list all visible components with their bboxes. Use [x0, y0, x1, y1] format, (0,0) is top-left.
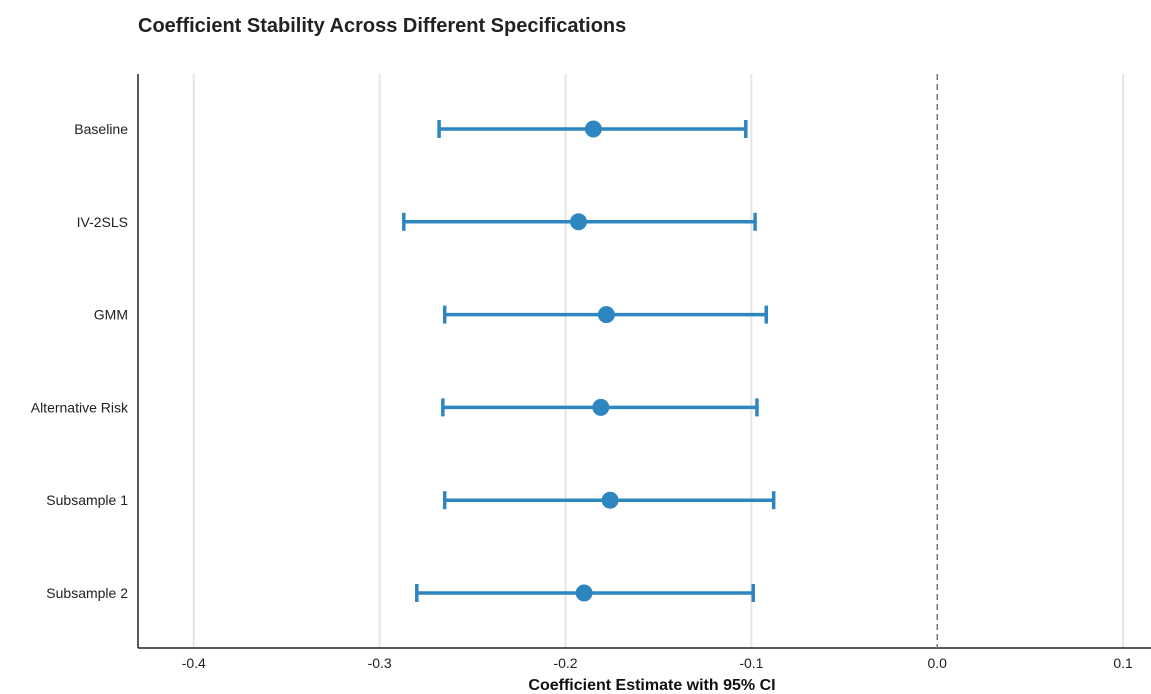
error-bar-row: [402, 212, 757, 231]
grid-lines: [192, 74, 1125, 648]
error-bar-row: [441, 398, 759, 417]
y-tick-label: GMM: [94, 307, 128, 323]
estimate-point: [570, 213, 588, 231]
x-tick-labels: -0.4 -0.3 -0.2 -0.1 0.0 0.1: [182, 655, 1133, 671]
estimate-point: [597, 306, 615, 324]
y-tick-label: IV-2SLS: [77, 214, 128, 230]
y-tick-labels: Baseline IV-2SLS GMM Alternative Risk Subsam…: [31, 121, 129, 601]
estimate-point: [575, 584, 593, 602]
estimate-point: [592, 398, 610, 416]
x-tick-label: -0.4: [182, 655, 206, 671]
error-bar-row: [437, 120, 748, 138]
x-tick-label: 0.0: [928, 655, 948, 671]
error-bar-row: [442, 305, 768, 324]
chart-title: Coefficient Stability Across Different S…: [138, 15, 627, 37]
error-bar-row: [415, 584, 755, 602]
x-tick-label: -0.2: [553, 655, 577, 671]
x-tick-label: 0.1: [1113, 655, 1133, 671]
estimate-point: [584, 120, 602, 138]
error-bar-row: [442, 491, 776, 510]
y-tick-label: Alternative Risk: [31, 399, 129, 415]
y-tick-label: Subsample 2: [46, 585, 128, 601]
estimate-point: [601, 491, 619, 509]
y-tick-label: Baseline: [74, 121, 128, 137]
x-tick-label: -0.1: [739, 655, 763, 671]
error-bars: [402, 120, 776, 602]
x-tick-label: -0.3: [368, 655, 392, 671]
y-tick-label: Subsample 1: [46, 492, 128, 508]
axes: [137, 74, 1151, 649]
x-axis-title: Coefficient Estimate with 95% CI: [528, 677, 775, 694]
